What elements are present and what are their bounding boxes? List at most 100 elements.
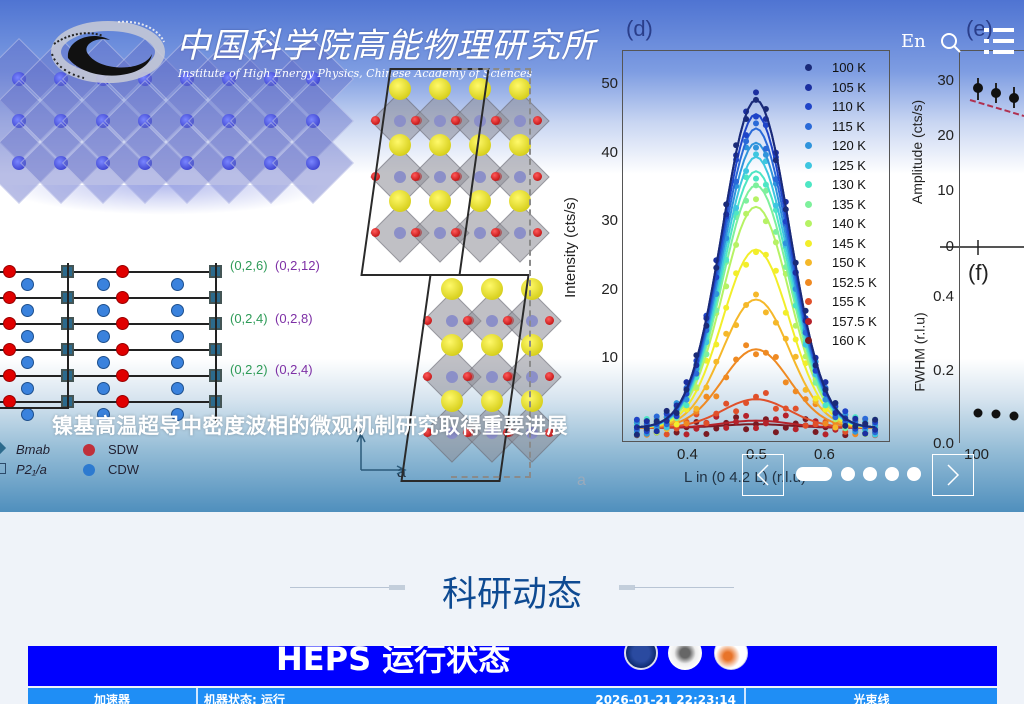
stripe-order-diagram: (0,2,6) (0,2,12) (0,2,4) (0,2,8) (0,2,2)…: [0, 255, 340, 485]
hamburger-menu-icon[interactable]: [984, 28, 1016, 56]
chart-legend: 100 K 105 K 110 K 115 K 120 K 125 K 130 K 135 K…: [805, 58, 877, 351]
title-decor-tab: [619, 585, 635, 590]
legend-item: 120 K: [805, 136, 877, 156]
legend-item: 105 K: [805, 78, 877, 98]
title-decor-line: [290, 587, 390, 588]
y-tick: 50: [601, 75, 618, 92]
accelerator-cell: 加速器: [28, 688, 198, 704]
legend-label: SDW: [108, 442, 139, 457]
legend-label: 125 K: [832, 157, 866, 173]
reflection-label: (0,2,2): [230, 362, 268, 377]
axis-arrows-icon: [356, 432, 407, 475]
legend-item: 110 K: [805, 97, 877, 117]
cdw-dot-icon: [83, 464, 95, 476]
x-tick: 0.6: [814, 446, 835, 463]
reflection-label: (0,2,4): [230, 311, 268, 326]
legend-label: 160 K: [832, 333, 866, 349]
legend-marker-icon: [805, 161, 812, 169]
legend-item: 157.5 K: [805, 312, 877, 332]
legend-item: 100 K: [805, 58, 877, 78]
x-tick: 0.4: [677, 446, 698, 463]
site-logo[interactable]: 中国科学院高能物理研究所 Institute of High Energy Ph…: [48, 12, 595, 84]
carousel-dot-1[interactable]: [796, 467, 832, 481]
y-tick: 0.2: [933, 362, 954, 379]
legend-marker-icon: [805, 278, 812, 286]
search-icon[interactable]: [940, 32, 962, 54]
heps-status-panel[interactable]: HEPS 运行状态 加速器 机器状态: 运行 2026-01-21 22:23:…: [28, 646, 997, 704]
y-axis-label: Amplitude (cts/s): [909, 99, 926, 205]
legend-marker-icon: [805, 181, 812, 189]
legend-label: 120 K: [832, 138, 866, 154]
reflection-label: (0,2,12): [275, 258, 320, 273]
chevron-right-icon: [947, 464, 960, 486]
machine-status-cell: 机器状态: 运行 2026-01-21 22:23:14: [198, 688, 746, 704]
y-tick: 0.4: [933, 288, 954, 305]
legend-label: 155 K: [832, 294, 866, 310]
x-tick: 100: [964, 446, 990, 463]
square-icon: [0, 463, 6, 474]
legend-label: 150 K: [832, 255, 866, 271]
legend-marker-icon: [805, 64, 812, 72]
legend-label: P2₁/a: [16, 462, 47, 477]
y-axis-label: Intensity (cts/s): [561, 197, 579, 298]
heps-title: HEPS 运行状态: [276, 646, 511, 678]
slide-caption-link[interactable]: 镍基高温超导中密度波相的微观机制研究取得重要进展: [52, 414, 568, 438]
reflection-label: (0,2,4): [275, 362, 313, 377]
legend-label: 145 K: [832, 235, 866, 251]
legend-label: 140 K: [832, 216, 866, 232]
carousel-dot-2[interactable]: [841, 467, 855, 481]
axis-label-c: c: [355, 420, 363, 437]
legend-label: 105 K: [832, 79, 866, 95]
ihep-logo-icon: [51, 20, 165, 83]
machine-status: 机器状态: 运行: [204, 693, 285, 704]
heps-status-row: 加速器 机器状态: 运行 2026-01-21 22:23:14 光束线: [28, 688, 997, 704]
plot-area: [622, 50, 890, 442]
y-tick: 10: [601, 349, 618, 366]
ihep-logo-icon: [624, 646, 658, 670]
logo-chinese-name: 中国科学院高能物理研究所: [176, 26, 596, 66]
peak-curves: [633, 89, 879, 439]
legend-label: 100 K: [832, 60, 866, 76]
reflection-label: (0,2,6): [230, 258, 268, 273]
legend-marker-icon: [805, 259, 812, 267]
heps-header: HEPS 运行状态: [28, 646, 997, 686]
y-tick: 10: [937, 182, 954, 199]
carousel-next-button[interactable]: [932, 454, 974, 496]
panel-label: (d): [626, 16, 653, 41]
legend-marker-icon: [805, 298, 812, 306]
axis-label-a-dashed: a: [577, 472, 586, 489]
chevron-left-icon: [756, 464, 769, 486]
section-title: 科研动态: [441, 575, 582, 615]
legend-marker-icon: [805, 239, 812, 247]
legend-item: 130 K: [805, 175, 877, 195]
beamline-cell: 光束线: [853, 693, 890, 704]
y-tick: 0: [945, 238, 954, 255]
status-timestamp: 2026-01-21 22:23:14: [595, 693, 736, 704]
y-tick: 20: [937, 127, 954, 144]
y-axis-label: FWHM (r.l.u): [911, 312, 928, 392]
legend-marker-icon: [805, 142, 812, 150]
legend-item: 140 K: [805, 214, 877, 234]
title-decor-tab: [389, 585, 405, 590]
carousel-dot-4[interactable]: [885, 467, 899, 481]
carousel-dot-5[interactable]: [907, 467, 921, 481]
heps-logo-icon: [714, 646, 748, 670]
legend-item: 135 K: [805, 195, 877, 215]
y-tick: 30: [937, 72, 954, 89]
sdw-dot-icon: [83, 444, 95, 456]
legend-label: 157.5 K: [832, 313, 877, 329]
legend-item: 145 K: [805, 234, 877, 254]
y-tick: 20: [601, 281, 618, 298]
carousel-dot-3[interactable]: [863, 467, 877, 481]
legend-item: 160 K: [805, 331, 877, 351]
legend-marker-icon: [805, 122, 812, 130]
language-toggle-en[interactable]: En: [901, 31, 926, 52]
carousel-prev-button[interactable]: [742, 454, 784, 496]
logo-english-name: Institute of High Energy Physics, Chines…: [178, 67, 533, 80]
legend-item: 155 K: [805, 292, 877, 312]
section-header: 科研动态: [0, 560, 1024, 616]
legend-label: CDW: [108, 462, 140, 477]
hero-carousel[interactable]: 中国科学院高能物理研究所 Institute of High Energy Ph…: [0, 0, 1024, 512]
legend-marker-icon: [805, 200, 812, 208]
title-decor-line: [634, 587, 734, 588]
